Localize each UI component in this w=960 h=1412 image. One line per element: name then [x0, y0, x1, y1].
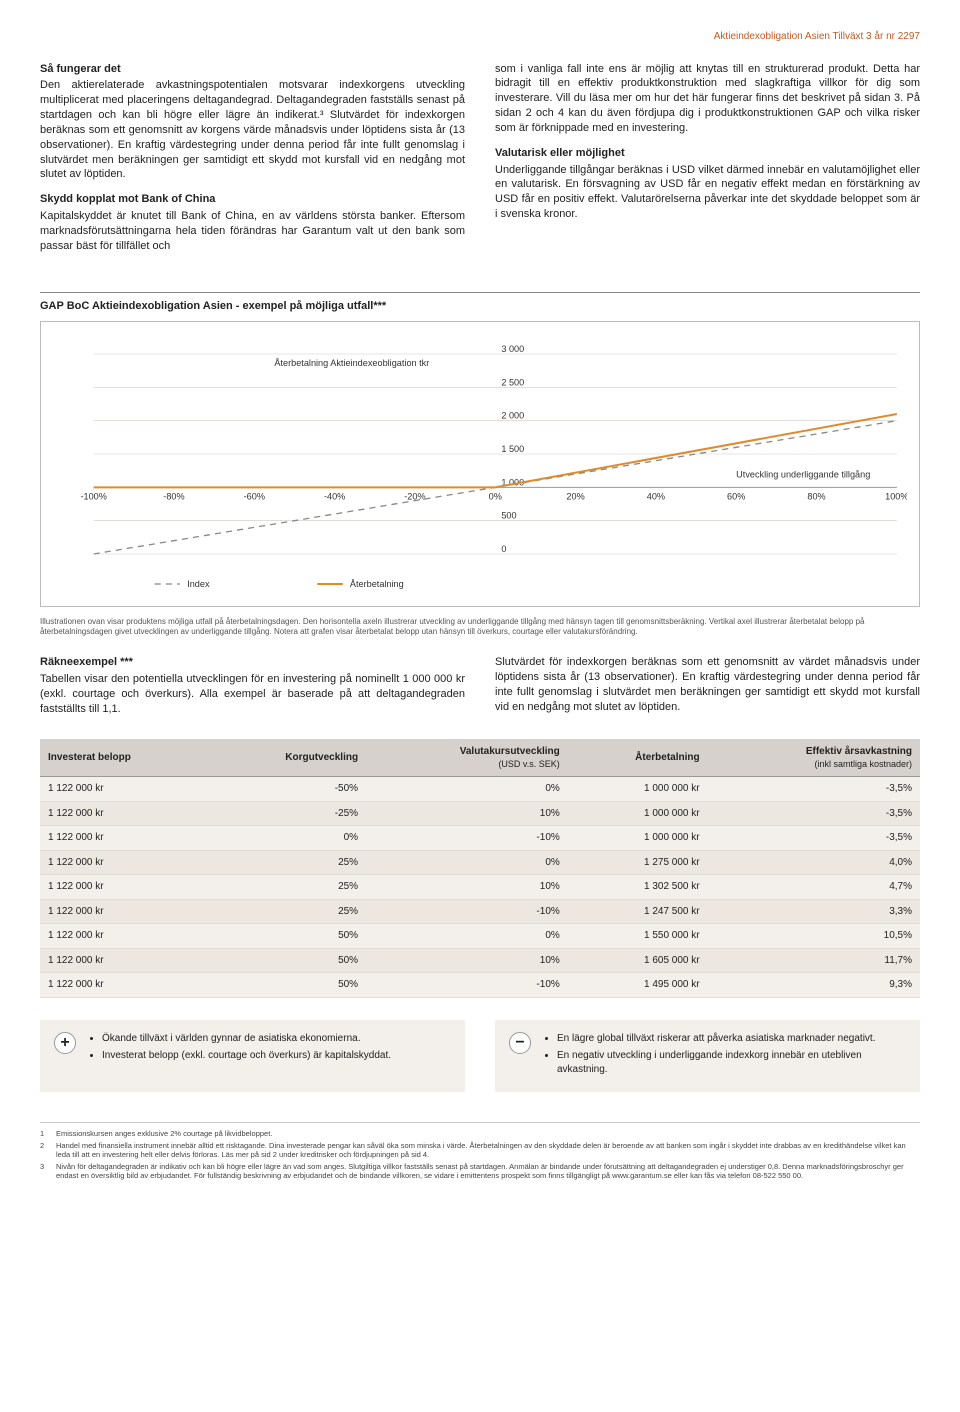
intro-p1: Den aktierelaterade avkastningspotential…: [40, 78, 465, 182]
table-row: 1 122 000 kr50%10%1 605 000 kr11,7%: [40, 948, 920, 973]
svg-text:-40%: -40%: [324, 492, 345, 502]
table-col-0: Investerat belopp: [40, 739, 212, 777]
table-col-4: Effektiv årsavkastning(inkl samtliga kos…: [708, 739, 920, 777]
intro-right: som i vanliga fall inte ens är möjlig at…: [495, 62, 920, 264]
example-left: Räkneexempel *** Tabellen visar den pote…: [40, 655, 465, 726]
table-row: 1 122 000 kr50%0%1 550 000 kr10,5%: [40, 924, 920, 949]
table-row: 1 122 000 kr50%-10%1 495 000 kr9,3%: [40, 973, 920, 998]
svg-text:-20%: -20%: [404, 492, 425, 502]
footnote: 1Emissionskursen anges exklusive 2% cour…: [40, 1129, 920, 1138]
svg-text:Utveckling underliggande tillg: Utveckling underliggande tillgång: [736, 470, 870, 480]
intro-columns: Så fungerar det Den aktierelaterade avka…: [40, 62, 920, 264]
cons-list: En lägre global tillväxt riskerar att på…: [541, 1032, 906, 1081]
pros-item: Investerat belopp (exkl. courtage och öv…: [102, 1049, 391, 1063]
svg-text:2 500: 2 500: [501, 378, 524, 388]
scenario-table: Investerat beloppKorgutvecklingValutakur…: [40, 739, 920, 998]
pros-box: + Ökande tillväxt i världen gynnar de as…: [40, 1020, 465, 1093]
table-body: 1 122 000 kr-50%0%1 000 000 kr-3,5%1 122…: [40, 777, 920, 998]
minus-icon: −: [509, 1032, 531, 1054]
svg-text:1 500: 1 500: [501, 445, 524, 455]
footnote: 2Handel med finansiella instrument inneb…: [40, 1141, 920, 1160]
chart-title: GAP BoC Aktieindexobligation Asien - exe…: [40, 292, 920, 314]
svg-text:40%: 40%: [647, 492, 665, 502]
pros-list: Ökande tillväxt i världen gynnar de asia…: [86, 1032, 391, 1081]
svg-text:-100%: -100%: [80, 492, 106, 502]
table-row: 1 122 000 kr0%-10%1 000 000 kr-3,5%: [40, 826, 920, 851]
svg-text:Återbetalning: Återbetalning: [350, 580, 404, 590]
table-row: 1 122 000 kr-50%0%1 000 000 kr-3,5%: [40, 777, 920, 802]
table-header-row: Investerat beloppKorgutvecklingValutakur…: [40, 739, 920, 777]
svg-text:80%: 80%: [807, 492, 825, 502]
chart-container: 05001 0001 5002 0002 5003 000-100%-80%-6…: [40, 321, 920, 607]
plus-icon: +: [54, 1032, 76, 1054]
intro-h2: Skydd kopplat mot Bank of China: [40, 192, 465, 207]
cons-box: − En lägre global tillväxt riskerar att …: [495, 1020, 920, 1093]
chart-caption: Illustrationen ovan visar produktens möj…: [40, 617, 920, 637]
svg-text:3 000: 3 000: [501, 345, 524, 355]
table-col-2: Valutakursutveckling(USD v.s. SEK): [366, 739, 568, 777]
table-row: 1 122 000 kr25%10%1 302 500 kr4,7%: [40, 875, 920, 900]
svg-text:60%: 60%: [727, 492, 745, 502]
cons-item: En negativ utveckling i underliggande in…: [557, 1049, 906, 1076]
table-row: 1 122 000 kr25%-10%1 247 500 kr3,3%: [40, 899, 920, 924]
svg-text:100%: 100%: [885, 492, 907, 502]
footnote: 3Nivån för deltagandegraden är indikativ…: [40, 1162, 920, 1181]
table-row: 1 122 000 kr-25%10%1 000 000 kr-3,5%: [40, 801, 920, 826]
intro-r-p1: som i vanliga fall inte ens är möjlig at…: [495, 62, 920, 136]
intro-left: Så fungerar det Den aktierelaterade avka…: [40, 62, 465, 264]
svg-text:2 000: 2 000: [501, 411, 524, 421]
intro-r-p2: Underliggande tillgångar beräknas i USD …: [495, 163, 920, 222]
intro-p2: Kapitalskyddet är knutet till Bank of Ch…: [40, 209, 465, 254]
table-col-3: Återbetalning: [568, 739, 708, 777]
table-row: 1 122 000 kr25%0%1 275 000 kr4,0%: [40, 850, 920, 875]
svg-text:-60%: -60%: [244, 492, 265, 502]
svg-text:500: 500: [501, 511, 516, 521]
outcome-chart: 05001 0001 5002 0002 5003 000-100%-80%-6…: [53, 334, 907, 594]
pros-item: Ökande tillväxt i världen gynnar de asia…: [102, 1032, 391, 1046]
example-heading: Räkneexempel ***: [40, 655, 465, 670]
intro-r-h2: Valutarisk eller möjlighet: [495, 146, 920, 161]
svg-text:Återbetalning Aktieindexeoblig: Återbetalning Aktieindexeobligation tkr: [274, 359, 429, 369]
table-col-1: Korgutveckling: [212, 739, 366, 777]
example-left-p: Tabellen visar den potentiella utvecklin…: [40, 672, 465, 717]
svg-text:20%: 20%: [566, 492, 584, 502]
intro-h1: Så fungerar det: [40, 62, 465, 77]
svg-text:-80%: -80%: [163, 492, 184, 502]
svg-text:Index: Index: [187, 580, 210, 590]
example-right: Slutvärdet för indexkorgen beräknas som …: [495, 655, 920, 726]
cons-item: En lägre global tillväxt riskerar att på…: [557, 1032, 906, 1046]
footnotes: 1Emissionskursen anges exklusive 2% cour…: [40, 1122, 920, 1180]
svg-text:0%: 0%: [489, 492, 502, 502]
svg-text:0: 0: [501, 545, 506, 555]
pros-cons: + Ökande tillväxt i världen gynnar de as…: [40, 1020, 920, 1093]
example-columns: Räkneexempel *** Tabellen visar den pote…: [40, 655, 920, 726]
example-right-p: Slutvärdet för indexkorgen beräknas som …: [495, 655, 920, 714]
product-line: Aktieindexobligation Asien Tillväxt 3 år…: [40, 30, 920, 44]
